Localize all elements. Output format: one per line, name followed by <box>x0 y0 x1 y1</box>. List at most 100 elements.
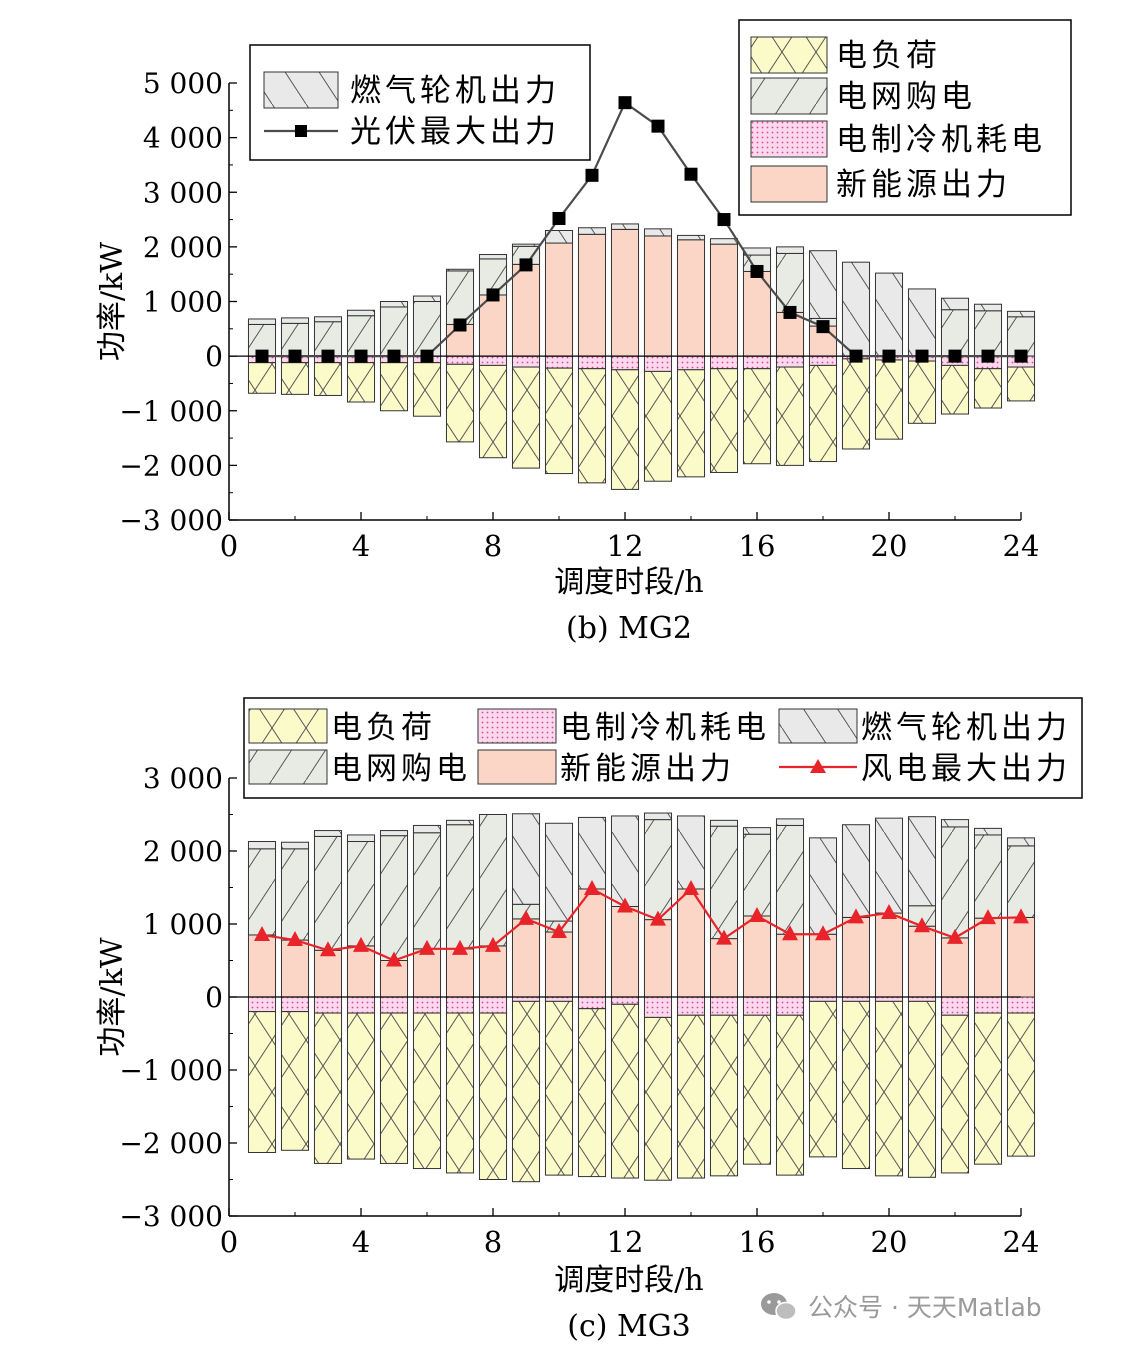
bar-renew <box>610 905 640 998</box>
bar-load <box>775 1014 805 1176</box>
y-tick-label: 2 000 <box>143 835 223 868</box>
bar-gas <box>940 297 970 311</box>
bar-fill <box>776 934 804 997</box>
bar-chiller <box>511 355 541 368</box>
bar-renew <box>577 888 607 998</box>
y-tick-label: 5 000 <box>143 67 223 100</box>
bar-load <box>412 1012 442 1170</box>
bar-fill <box>611 906 639 997</box>
bar-gas <box>1006 837 1036 847</box>
bar-outline <box>1006 837 1036 847</box>
bar-hatch <box>743 834 771 916</box>
bar-hatch <box>644 819 672 920</box>
legend-box <box>249 44 591 161</box>
bar-hatch <box>413 997 441 1014</box>
bar-grid <box>346 315 376 357</box>
bar-hatch <box>611 815 639 907</box>
bar-chiller <box>247 996 277 1013</box>
pv-marker <box>519 258 533 272</box>
bar-hatch <box>644 356 672 372</box>
bar-gas <box>445 819 475 826</box>
bar-hatch <box>974 368 1002 409</box>
pv-marker <box>882 349 896 363</box>
bar-hatch <box>743 368 771 464</box>
bar-outline <box>750 36 828 74</box>
bar-hatch <box>776 997 804 1016</box>
bar-load <box>841 1000 871 1170</box>
bar-grid <box>247 323 277 357</box>
bar-gas <box>280 841 310 850</box>
bar-gas <box>973 303 1003 312</box>
bar-gas <box>742 247 772 256</box>
bar-hatch <box>842 262 870 357</box>
bar-hatch <box>578 1008 606 1177</box>
bar-hatch <box>314 997 342 1014</box>
bar-hatch <box>974 828 1002 835</box>
x-tick-label: 12 <box>607 529 644 563</box>
wind-marker <box>551 923 567 939</box>
bar-hatch <box>644 1017 672 1181</box>
bar-hatch <box>677 997 705 1016</box>
wind-marker <box>419 939 435 955</box>
bar-hatch <box>347 997 375 1014</box>
bar-hatch <box>479 997 507 1014</box>
bar-outline <box>643 1016 673 1181</box>
bar-hatch <box>677 1015 705 1179</box>
bar-grid <box>742 833 772 917</box>
bar-outline <box>1006 1012 1036 1157</box>
bar-load <box>676 1014 706 1179</box>
bar-hatch <box>380 301 408 307</box>
bar-hatch <box>264 72 338 108</box>
bar-load <box>874 1000 904 1177</box>
bar-grid <box>379 306 409 357</box>
renew-legend-swatch <box>477 749 557 785</box>
bar-renew <box>643 235 673 357</box>
pv-marker <box>618 96 632 110</box>
bar-outline <box>940 819 970 828</box>
wind-marker <box>947 928 963 944</box>
bar-outline <box>313 830 343 837</box>
y-axis-label: 功率/kW <box>95 242 130 361</box>
pv-marker <box>915 349 929 363</box>
bar-outline <box>742 368 772 465</box>
bar-fill <box>677 888 705 997</box>
bar-hatch <box>281 317 309 324</box>
bar-fill <box>677 239 705 357</box>
bar-hatch <box>281 362 309 395</box>
mg3-chart: −3 000 −2 000 −1 000 0 1 000 2 000 3 000 0 4 8 12 1… <box>95 697 1083 1344</box>
bar-outline <box>247 362 277 394</box>
bar-outline <box>280 317 310 324</box>
wind-marker <box>848 908 864 924</box>
bar-load <box>247 1011 277 1153</box>
bar-chiller <box>577 996 607 1010</box>
bar-outline <box>280 841 310 850</box>
x-axis-label: 调度时段/h <box>554 565 703 600</box>
bar-outline <box>280 362 310 395</box>
bar-gas <box>247 318 277 325</box>
y-tick-label: −3 000 <box>119 1200 223 1233</box>
bar-outline <box>412 824 442 834</box>
bar-renew <box>709 243 739 357</box>
bar-fill <box>776 312 804 357</box>
bar-outline <box>874 1000 904 1177</box>
x-tick-label: 4 <box>352 1225 370 1259</box>
bar-outline <box>750 120 828 158</box>
wind-marker <box>881 904 897 920</box>
wind-marker <box>386 951 402 967</box>
bar-outline <box>808 250 838 319</box>
pv-marker <box>981 349 995 363</box>
bar-fill <box>512 264 540 357</box>
bar-hatch <box>644 371 672 482</box>
bar-gas <box>808 250 838 319</box>
bar-renew <box>775 933 805 998</box>
bar-load <box>973 368 1003 409</box>
bar-renew <box>412 948 442 998</box>
bar-chiller <box>676 996 706 1016</box>
bar-outline <box>940 1014 970 1174</box>
pv-marker <box>1014 349 1028 363</box>
bar-gas <box>841 824 871 918</box>
bar-hatch <box>908 816 936 906</box>
bar-fill <box>578 888 606 997</box>
